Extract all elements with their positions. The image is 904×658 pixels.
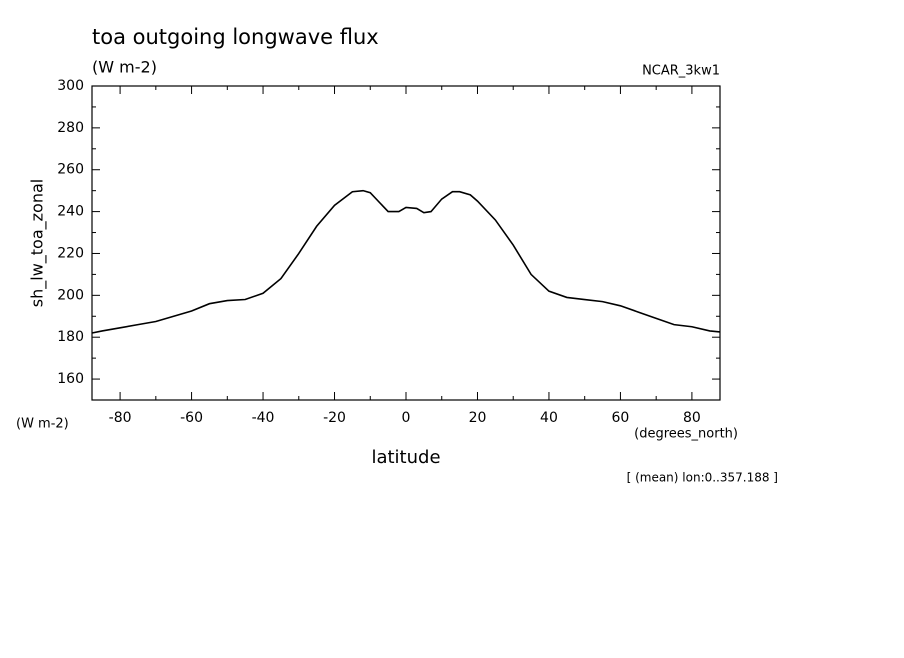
y-axis-label: sh_lw_toa_zonal: [28, 179, 48, 307]
annotation: [ (mean) lon:0..357.188 ]: [627, 471, 778, 485]
x-tick-label: -80: [109, 410, 132, 426]
x-tick-label: 20: [469, 410, 487, 426]
x-tick-label: -60: [180, 410, 203, 426]
x-tick-label: 0: [402, 410, 411, 426]
x-tick-label: 80: [683, 410, 701, 426]
y-tick-label: 260: [57, 162, 84, 178]
subtitle: (W m-2): [92, 58, 157, 77]
y-tick-label: 240: [57, 204, 84, 220]
y-units: (W m-2): [16, 417, 69, 432]
data-line: [91, 189, 721, 334]
y-tick-label: 220: [57, 245, 84, 261]
y-tick-label: 300: [57, 78, 84, 94]
y-tick-label: 160: [57, 371, 84, 387]
x-tick-label: 60: [612, 410, 630, 426]
x-tick-label: -20: [323, 410, 346, 426]
x-tick-label: 40: [540, 410, 558, 426]
x-tick-label: -40: [252, 410, 275, 426]
dataset-label: NCAR_3kw1: [642, 64, 720, 79]
y-tick-label: 200: [57, 287, 84, 303]
y-tick-label: 180: [57, 329, 84, 345]
x-units: (degrees_north): [634, 427, 738, 442]
y-tick-label: 280: [57, 120, 84, 136]
chart-title: toa outgoing longwave flux: [92, 25, 379, 49]
x-axis-label: latitude: [371, 447, 440, 468]
